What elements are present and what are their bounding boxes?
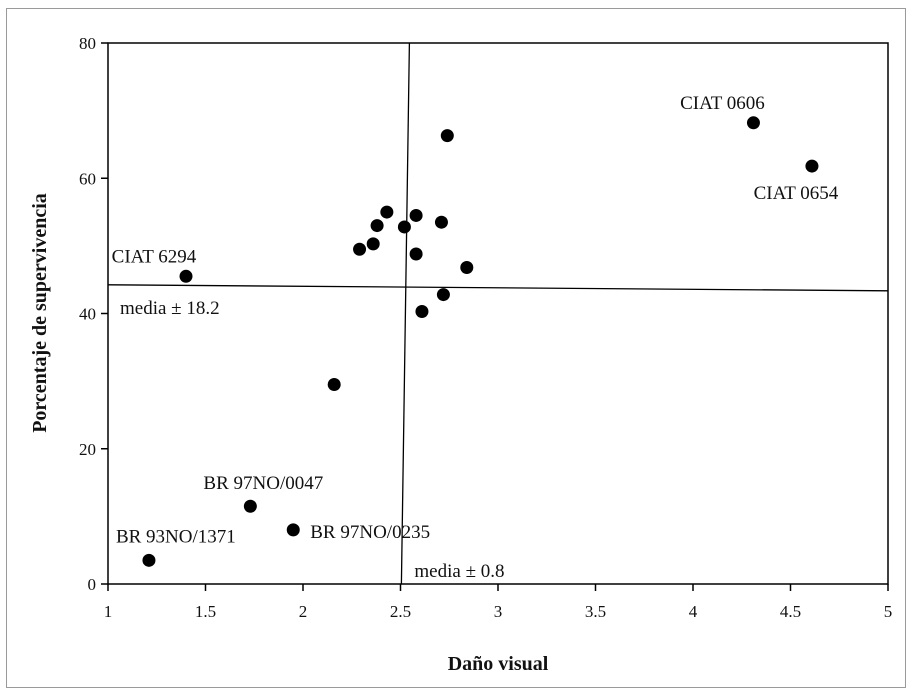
x-tick-label: 1 [104, 602, 113, 621]
x-tick-label: 5 [884, 602, 893, 621]
data-point [460, 261, 474, 275]
data-points [142, 116, 819, 567]
data-point [370, 219, 384, 233]
data-point [286, 523, 300, 537]
data-point [366, 237, 380, 251]
y-tick-label: 20 [79, 440, 96, 459]
reference-lines: media ± 0.8 media ± 18.2 [107, 42, 889, 585]
point-annotation: BR 93NO/1371 [116, 526, 236, 547]
x-tick-label: 2 [299, 602, 308, 621]
data-point [380, 205, 394, 219]
point-annotation: CIAT 6294 [112, 246, 197, 267]
data-point [746, 116, 760, 130]
data-point [397, 220, 411, 234]
y-tick-label: 80 [79, 34, 96, 53]
data-point [409, 208, 423, 222]
x-tick-label: 4.5 [780, 602, 801, 621]
data-point [436, 288, 450, 302]
x-axis-label: Daño visual [448, 653, 549, 675]
x-tick-label: 4 [689, 602, 698, 621]
data-point [327, 378, 341, 392]
horizontal-mean-line [107, 284, 889, 292]
x-axis-ticks: 1 1.5 2 2.5 3 3.5 4 4.5 5 [104, 584, 893, 621]
data-point [179, 269, 193, 283]
y-tick-label: 40 [79, 305, 96, 324]
y-axis-label: Porcentaje de supervivencia [29, 193, 51, 433]
x-tick-label: 2.5 [390, 602, 411, 621]
point-annotation: CIAT 0654 [754, 183, 839, 204]
point-annotation: BR 97NO/0235 [310, 522, 430, 543]
vertical-mean-line [400, 42, 411, 585]
data-point [415, 304, 429, 318]
point-annotation: CIAT 0606 [680, 93, 765, 114]
x-tick-label: 3 [494, 602, 503, 621]
y-tick-label: 0 [88, 575, 97, 594]
y-tick-label: 60 [79, 169, 96, 188]
data-point [434, 215, 448, 229]
plot-area [107, 42, 889, 585]
x-tick-label: 1.5 [195, 602, 216, 621]
chart-frame [6, 8, 906, 688]
data-point [353, 242, 367, 256]
y-axis-ticks: 0 20 40 60 80 [79, 34, 108, 594]
x-tick-label: 3.5 [585, 602, 606, 621]
data-point [409, 247, 423, 261]
point-annotations: CIAT 0606 CIAT 0654 CIAT 6294 BR 97NO/0047 B… [112, 93, 839, 548]
point-annotation: BR 97NO/0047 [203, 473, 323, 494]
data-point [805, 159, 819, 173]
vertical-mean-label: media ± 0.8 [414, 561, 504, 582]
data-point [142, 553, 156, 567]
data-point [440, 129, 454, 143]
horizontal-mean-label: media ± 18.2 [120, 298, 220, 319]
data-point [243, 499, 257, 513]
